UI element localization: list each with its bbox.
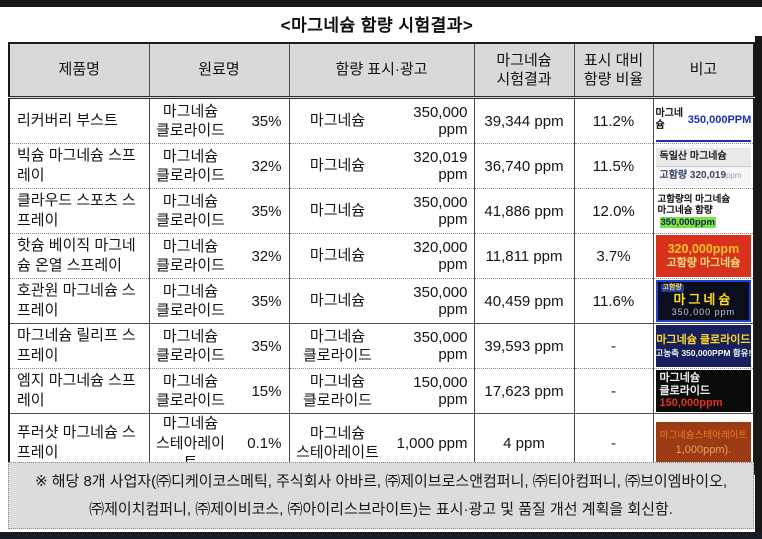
ingredient-name: 마그네슘 클로라이드	[155, 102, 225, 140]
ingredient-name: 마그네슘 클로라이드	[155, 327, 225, 365]
ratio-value: 11.2%	[573, 97, 653, 144]
test-result: 40,459 ppm	[473, 278, 574, 324]
bottom-frame-bar	[0, 532, 762, 539]
product-name: 푸러샷 마그네슘 스프레이	[17, 424, 136, 462]
col-header-result: 마그네슘 시험결과	[473, 43, 574, 99]
test-result: 11,811 ppm	[473, 233, 574, 279]
product-name: 호관원 마그네슘 스프레이	[17, 281, 136, 319]
test-result: 39,344 ppm	[473, 97, 574, 144]
table-row: 리커버리 부스트 마그네슘 클로라이드 35% 마그네슘 350,000 ppm 39…	[9, 97, 755, 144]
product-name: 리커버리 부스트	[17, 111, 118, 129]
product-ad-image: 마그네슘스테아레이트 1,000ppm).	[655, 422, 752, 465]
table-row: 마그네슘 릴리프 스프레이 마그네슘 클로라이드 35% 마그네슘 클로라이드 350,…	[9, 323, 755, 369]
ratio-value: 3.7%	[573, 233, 653, 279]
claim-ingredient: 마그네슘	[309, 112, 366, 130]
product-ad-image: 고함량의 마그네슘 마그네슘 함량350,000ppm	[655, 190, 752, 232]
ingredient-percent: 32%	[251, 157, 282, 175]
ingredient-percent: 32%	[251, 247, 282, 265]
claim-value: 350,000 ppm	[413, 284, 468, 318]
ratio-value: 12.0%	[573, 188, 653, 234]
claim-value: 150,000 ppm	[413, 374, 468, 408]
product-name: 빅슘 마그네슘 스프레이	[17, 146, 136, 184]
col-header-note: 비고	[652, 43, 755, 99]
col-header-ingredient: 원료명	[148, 43, 289, 99]
product-ad-image: 고함량 마그네슘 350,000 ppm	[655, 280, 752, 322]
right-frame-bar	[755, 36, 762, 539]
claim-ingredient: 마그네슘	[309, 247, 366, 265]
ingredient-name: 마그네슘 클로라이드	[155, 147, 225, 185]
ingredient-percent: 35%	[251, 292, 282, 310]
ratio-value: -	[573, 368, 653, 414]
col-header-ratio: 표시 대비 함량 비율	[573, 43, 653, 99]
ingredient-percent: 35%	[251, 112, 282, 130]
footnote-line: ※ 해당 8개 사업자(㈜디케이코스메틱, 주식회사 아바르, ㈜제이브로스앤컴…	[34, 472, 728, 490]
claim-ingredient: 마그네슘 스테아레이트	[296, 424, 379, 462]
claim-value: 320,000 ppm	[413, 239, 468, 273]
claim-ingredient: 마그네슘	[309, 157, 366, 175]
ingredient-name: 마그네슘 클로라이드	[155, 282, 225, 320]
claim-value: 1,000 ppm	[396, 434, 468, 452]
table-row: 호관원 마그네슘 스프레이 마그네슘 클로라이드 35% 마그네슘 350,000 p…	[9, 278, 755, 324]
top-frame-bar	[0, 0, 762, 7]
product-name: 핫슘 베이직 마그네슘 온열 스프레이	[17, 236, 136, 274]
claim-ingredient: 마그네슘	[309, 202, 366, 220]
ingredient-percent: 15%	[251, 382, 282, 400]
product-ad-image: 마그네슘 클로라이드 150,000ppm	[655, 370, 752, 412]
product-name: 클라우드 스포츠 스프레이	[17, 191, 136, 229]
ingredient-name: 마그네슘 클로라이드	[155, 237, 225, 275]
test-result: 39,593 ppm	[473, 323, 574, 369]
claim-value: 350,000 ppm	[413, 104, 468, 138]
header-row: 제품명 원료명 함량 표시·광고 마그네슘 시험결과 표시 대비 함량 비율 비…	[9, 43, 755, 99]
claim-ingredient: 마그네슘 클로라이드	[302, 327, 372, 365]
table-row: 엠지 마그네슘 스프레이 마그네슘 클로라이드 15% 마그네슘 클로라이드 150,0…	[9, 368, 755, 414]
ingredient-name: 마그네슘 클로라이드	[155, 372, 225, 410]
ingredient-percent: 35%	[251, 202, 282, 220]
claim-ingredient: 마그네슘 클로라이드	[302, 372, 372, 410]
claim-value: 350,000 ppm	[413, 329, 468, 363]
product-name: 엠지 마그네슘 스프레이	[17, 371, 136, 409]
test-result: 36,740 ppm	[473, 143, 574, 189]
page-title: <마그네슘 함량 시험결과>	[280, 16, 474, 35]
test-result: 41,886 ppm	[473, 188, 574, 234]
table-row: 빅슘 마그네슘 스프레이 마그네슘 클로라이드 32% 마그네슘 320,019 pp…	[9, 143, 755, 189]
col-header-claim: 함량 표시·광고	[288, 43, 474, 99]
test-result: 17,623 ppm	[473, 368, 574, 414]
ratio-value: -	[573, 323, 653, 369]
claim-value: 350,000 ppm	[413, 194, 468, 228]
product-ad-image: 독일산 마그네슘 고함량 320,019ppm	[655, 145, 752, 187]
ratio-value: 11.6%	[573, 278, 653, 324]
claim-value: 320,019 ppm	[413, 149, 468, 183]
product-ad-image: 마그네슘 350,000PPM	[655, 100, 752, 142]
claim-ingredient: 마그네슘	[309, 292, 366, 310]
col-header-product: 제품명	[9, 43, 149, 99]
table-row: 클라우드 스포츠 스프레이 마그네슘 클로라이드 35% 마그네슘 350,000 p…	[9, 188, 755, 234]
ingredient-percent: 35%	[251, 337, 282, 355]
ingredient-percent: 0.1%	[247, 434, 282, 452]
table-row: 핫슘 베이직 마그네슘 온열 스프레이 마그네슘 클로라이드 32% 마그네슘 320…	[9, 233, 755, 279]
product-ad-image: 마그네슘 클로라이드 고농축 350,000PPM 함유!	[655, 325, 752, 367]
footnote-box: ※ 해당 8개 사업자(㈜디케이코스메틱, 주식회사 아바르, ㈜제이브로스앤컴…	[8, 462, 754, 529]
ratio-value: 11.5%	[573, 143, 653, 189]
ingredient-name: 마그네슘 클로라이드	[155, 192, 225, 230]
product-ad-image: 320,000ppm 고함량 마그네슘	[655, 235, 752, 277]
footnote-line: ㈜제이치컴퍼니, ㈜제이비코스, ㈜아이리스브라이트)는 표시·광고 및 품질 …	[89, 500, 673, 518]
test-results-table: 제품명 원료명 함량 표시·광고 마그네슘 시험결과 표시 대비 함량 비율 비…	[8, 42, 756, 475]
product-name: 마그네슘 릴리프 스프레이	[17, 326, 136, 364]
